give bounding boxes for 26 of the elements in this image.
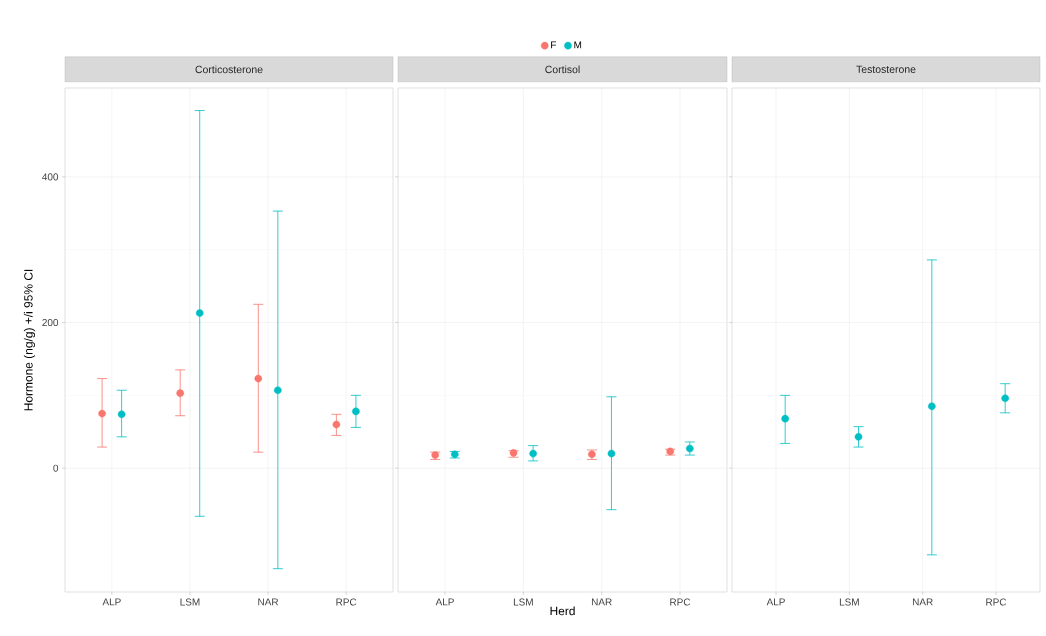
x-tick-label: NAR [591,598,612,606]
chart-title: Cortisol [545,65,580,74]
point [854,433,863,441]
x-tick-label: NAR [912,598,933,606]
x-tick-label: NAR [258,598,279,606]
chart-title: Corticosterone [195,65,263,74]
y-tick-label: 0 [53,464,59,472]
x-tick-label: ALP [435,598,454,606]
chart-title: Testosterone [856,65,916,73]
x-tick-label: ALP [102,598,121,606]
point [928,402,936,411]
x-tick-label: RPC [336,598,357,606]
x-tick-label: LSM [839,598,859,606]
x-axis-title: Herd [550,606,575,616]
point [1001,394,1009,403]
y-axis-title: Hormone (ng/g) +/i 95% CI [23,269,36,411]
legend-label: F [551,41,557,49]
x-tick-label: RPC [670,598,691,606]
x-tick-label: LSM [180,598,200,606]
x-tick-label: LSM [513,598,533,606]
legend-label: M [574,41,582,49]
y-tick-label: 400 [42,173,59,181]
point [781,414,789,423]
y-tick-label: 200 [42,318,59,327]
x-tick-label: ALP [766,598,785,606]
x-tick-label: RPC [986,598,1007,606]
